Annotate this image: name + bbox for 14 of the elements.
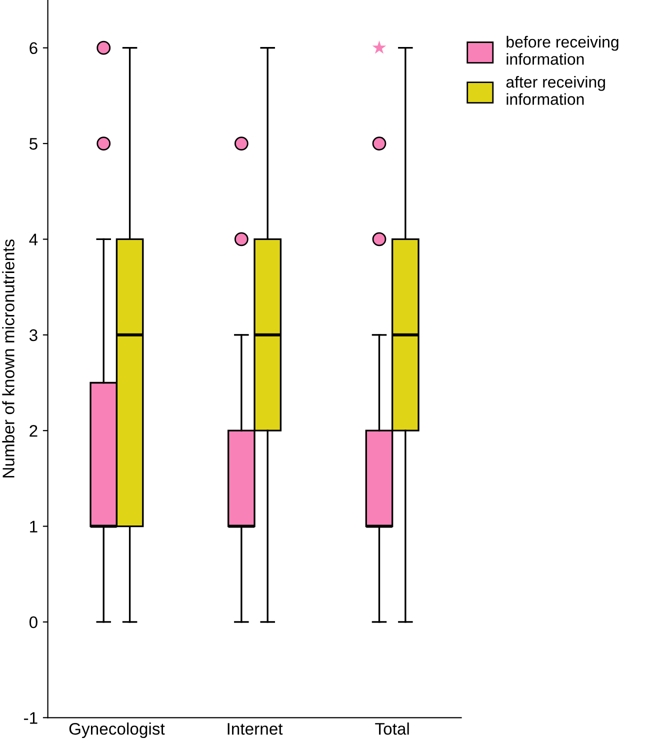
y-tick-label: 4 — [29, 234, 38, 246]
legend-label: before receiving information — [506, 36, 618, 65]
y-tick-label: 2 — [30, 424, 38, 437]
x-tick-label: Internet — [228, 723, 283, 735]
y-tick-label: 6 — [30, 42, 38, 54]
legend-label: after receiving information — [506, 76, 605, 105]
x-tick-label: Total — [375, 722, 409, 735]
y-tick-label: 0 — [29, 616, 38, 628]
y-axis-title: Number of known micronutrients — [2, 239, 14, 478]
x-tick-label: Gynecologist — [69, 722, 165, 738]
y-tick-label: 5 — [29, 138, 38, 150]
y-tick-label: -1 — [24, 712, 38, 724]
y-tick-label: 1 — [30, 520, 38, 532]
y-tick-label: 3 — [29, 329, 38, 342]
